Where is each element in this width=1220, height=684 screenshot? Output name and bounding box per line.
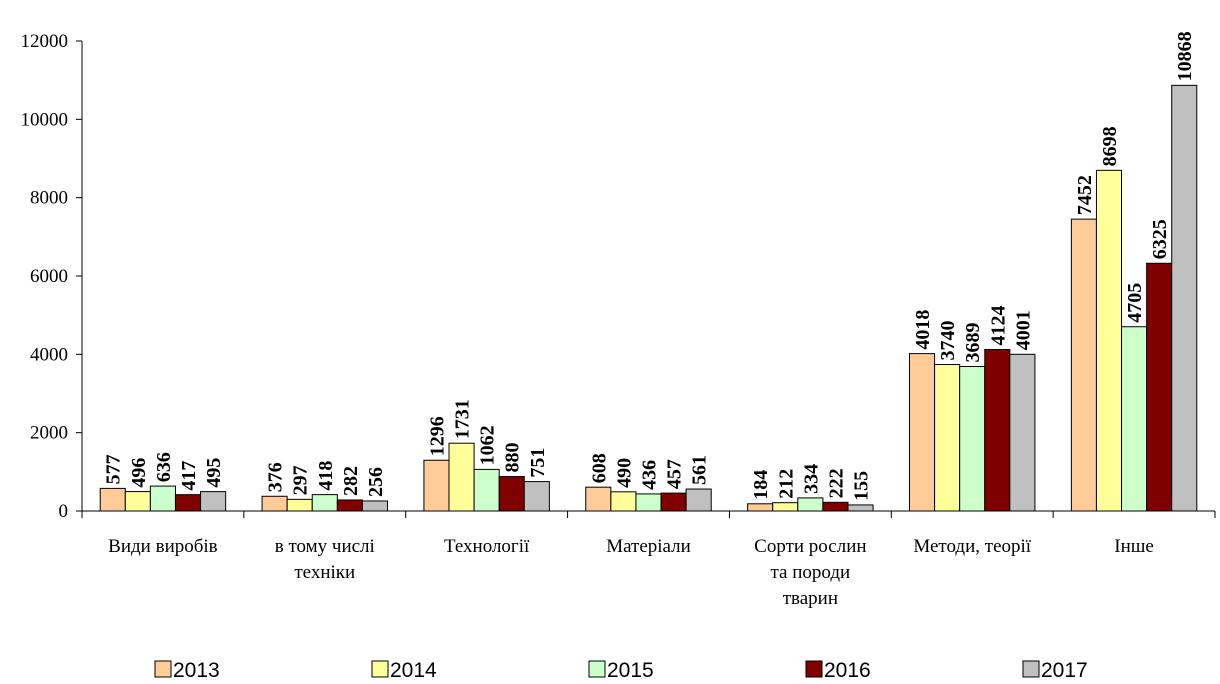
value-label: 376 (265, 462, 287, 492)
value-label: 4001 (1012, 310, 1034, 350)
value-label: 282 (340, 466, 362, 496)
bar (200, 491, 227, 512)
legend-label: 2017 (1041, 659, 1088, 682)
bar (847, 504, 874, 512)
value-label: 212 (775, 469, 797, 499)
bar (1009, 353, 1036, 512)
value-label: 561 (689, 455, 711, 485)
value-label: 436 (639, 460, 661, 490)
legend-swatch (371, 660, 389, 678)
x-tick-label: Технології (444, 536, 530, 557)
bar (286, 498, 313, 512)
value-label: 751 (527, 448, 549, 478)
bar (473, 468, 500, 512)
value-label: 256 (365, 467, 387, 497)
bar (498, 476, 525, 512)
value-label: 10868 (1174, 31, 1196, 81)
bar (336, 499, 363, 512)
bar (1095, 169, 1123, 512)
y-tick-label: 2000 (30, 423, 68, 444)
legend-label: 2013 (173, 659, 220, 682)
x-tick-label: Види виробів (108, 536, 218, 557)
value-label: 418 (315, 461, 337, 491)
bar (747, 503, 774, 512)
value-label: 334 (800, 464, 822, 494)
value-label: 636 (153, 452, 175, 482)
y-tick-label: 8000 (30, 188, 68, 209)
value-label: 880 (502, 443, 524, 473)
bar (174, 494, 202, 512)
bar (984, 348, 1011, 512)
y-tick-label: 4000 (30, 344, 68, 365)
legend-swatch (588, 660, 606, 678)
bar (934, 364, 961, 512)
legend-label: 2015 (607, 659, 654, 682)
bar (797, 497, 824, 512)
bar (772, 502, 799, 512)
legend-label: 2016 (824, 659, 871, 682)
bar (908, 353, 936, 512)
bar (1121, 326, 1148, 512)
bar (585, 486, 612, 512)
value-label: 608 (588, 453, 610, 483)
bar (99, 487, 126, 512)
bar (660, 492, 687, 512)
value-label: 490 (613, 458, 635, 488)
y-tick-label: 6000 (30, 266, 68, 287)
bar (261, 495, 288, 512)
x-tick-label: Сорти рослин та породи тварин (754, 536, 866, 609)
value-label: 155 (851, 471, 873, 501)
value-label: 417 (178, 461, 200, 491)
legend-swatch (1022, 660, 1040, 678)
value-label: 577 (103, 454, 125, 484)
bar (1171, 84, 1198, 512)
x-tick-label: Методи, теорії (913, 536, 1031, 557)
y-tick-label: 10000 (21, 109, 69, 130)
legend-label: 2014 (390, 659, 437, 682)
x-tick-label: в тому числі техніки (275, 536, 375, 583)
value-label: 457 (664, 459, 686, 489)
value-label: 6325 (1149, 219, 1171, 259)
value-label: 3740 (937, 321, 959, 361)
bar (311, 494, 338, 512)
bar (423, 459, 450, 512)
bar (361, 500, 389, 512)
bar (448, 442, 475, 512)
value-label: 1731 (452, 399, 474, 439)
value-label: 4018 (912, 310, 934, 350)
value-label: 496 (128, 458, 150, 488)
bar (149, 485, 176, 512)
bar (124, 491, 151, 512)
bar (610, 491, 637, 512)
value-label: 1296 (426, 416, 448, 456)
legend-swatch (805, 660, 823, 678)
value-label: 4705 (1124, 283, 1146, 323)
legend-swatch (154, 660, 172, 678)
bar (523, 481, 550, 512)
bar (635, 493, 662, 512)
x-tick-label: Матеріали (606, 536, 691, 557)
y-tick-label: 12000 (21, 31, 69, 52)
bar (959, 366, 986, 512)
value-label: 8698 (1099, 126, 1121, 166)
y-tick-label: 0 (59, 501, 69, 522)
x-tick-label: Інше (1114, 536, 1154, 557)
value-label: 495 (203, 458, 225, 488)
value-label: 3689 (962, 323, 984, 363)
value-label: 184 (750, 470, 772, 500)
value-label: 1062 (477, 425, 499, 465)
value-label: 4124 (987, 305, 1009, 345)
bar (1146, 262, 1173, 512)
value-label: 7452 (1074, 175, 1096, 215)
bar (1070, 218, 1097, 512)
bar (685, 488, 712, 512)
value-label: 222 (825, 468, 847, 498)
bar (822, 501, 849, 512)
value-label: 297 (290, 465, 312, 495)
